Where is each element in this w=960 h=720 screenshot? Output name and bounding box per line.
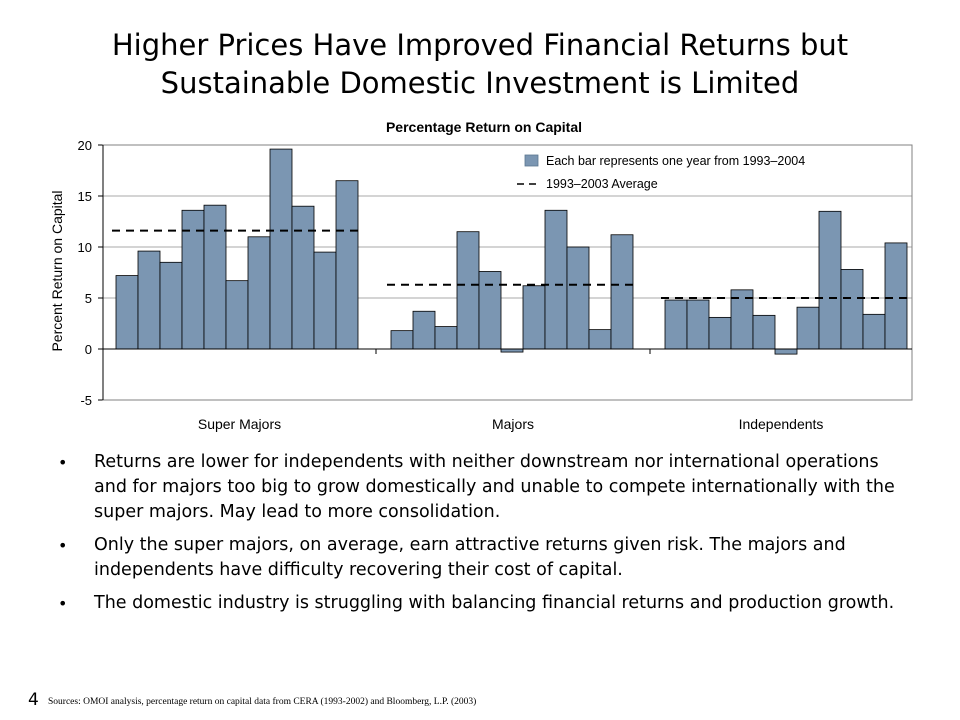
bar [269, 148, 293, 350]
category-label: Independents [739, 416, 824, 432]
category-label: Super Majors [198, 416, 281, 432]
bar [588, 329, 612, 350]
bar [708, 316, 732, 350]
bullet-glyph: • [58, 594, 68, 613]
bullet-list: • Returns are lower for independents wit… [56, 450, 916, 624]
bar [137, 250, 161, 350]
slide-title: Higher Prices Have Improved Financial Re… [40, 26, 920, 102]
bar [115, 275, 139, 350]
bar [456, 231, 480, 350]
bars [115, 148, 908, 355]
bullet-item: • The domestic industry is struggling wi… [56, 591, 916, 616]
bullet-glyph: • [58, 536, 68, 555]
y-axis-label: Percent Return on Capital [49, 190, 65, 351]
bar [335, 180, 359, 350]
category-labels: Super Majors Majors Independents [198, 416, 824, 432]
bar [478, 271, 502, 350]
legend-bar-swatch [524, 154, 539, 167]
bullet-text: The domestic industry is struggling with… [94, 593, 895, 613]
bar [610, 234, 634, 350]
bar [862, 313, 886, 350]
bar [686, 299, 710, 350]
bar [818, 210, 842, 350]
legend-line-label: 1993–2003 Average [546, 177, 658, 191]
bullet-item: • Returns are lower for independents wit… [56, 450, 916, 525]
y-tick-labels: -5 0 5 10 15 20 [78, 138, 92, 408]
bar [291, 205, 315, 350]
bar [796, 306, 820, 350]
slide-title-line-1: Higher Prices Have Improved Financial Re… [111, 28, 849, 62]
axes [98, 144, 913, 401]
page-number: 4 [28, 690, 39, 710]
y-tick-label: 10 [78, 240, 92, 255]
bar [390, 330, 414, 350]
bullet-text: Returns are lower for independents with … [94, 452, 895, 522]
bar [313, 251, 337, 350]
bar [159, 261, 183, 350]
bullet-item: • Only the super majors, on average, ear… [56, 533, 916, 583]
y-tick-label: 0 [85, 342, 92, 357]
bar [203, 204, 227, 350]
y-tick-label: 5 [85, 291, 92, 306]
bullet-text: Only the super majors, on average, earn … [94, 535, 846, 580]
chart-title: Percentage Return on Capital [386, 119, 582, 135]
bar [752, 314, 776, 350]
source-note: Sources: OMOI analysis, percentage retur… [48, 697, 477, 707]
return-on-capital-chart: Percentage Return on Capital Percent Ret… [49, 119, 913, 432]
bar [884, 242, 908, 350]
y-tick-label: -5 [80, 393, 92, 408]
slide-title-line-2: Sustainable Domestic Investment is Limit… [160, 66, 800, 100]
bar [774, 348, 798, 355]
bar [225, 280, 249, 350]
bar [544, 209, 568, 350]
category-label: Majors [492, 416, 534, 432]
bar [247, 236, 271, 350]
legend-bar-label: Each bar represents one year from 1993–2… [546, 154, 805, 168]
bullet-glyph: • [58, 453, 68, 472]
bar [664, 299, 688, 350]
legend: Each bar represents one year from 1993–2… [517, 154, 805, 191]
bar [412, 310, 436, 350]
bar [434, 326, 458, 350]
bar [566, 246, 590, 350]
y-tick-label: 20 [78, 138, 92, 153]
bar [522, 285, 546, 350]
y-tick-label: 15 [78, 189, 92, 204]
bar [840, 269, 864, 350]
